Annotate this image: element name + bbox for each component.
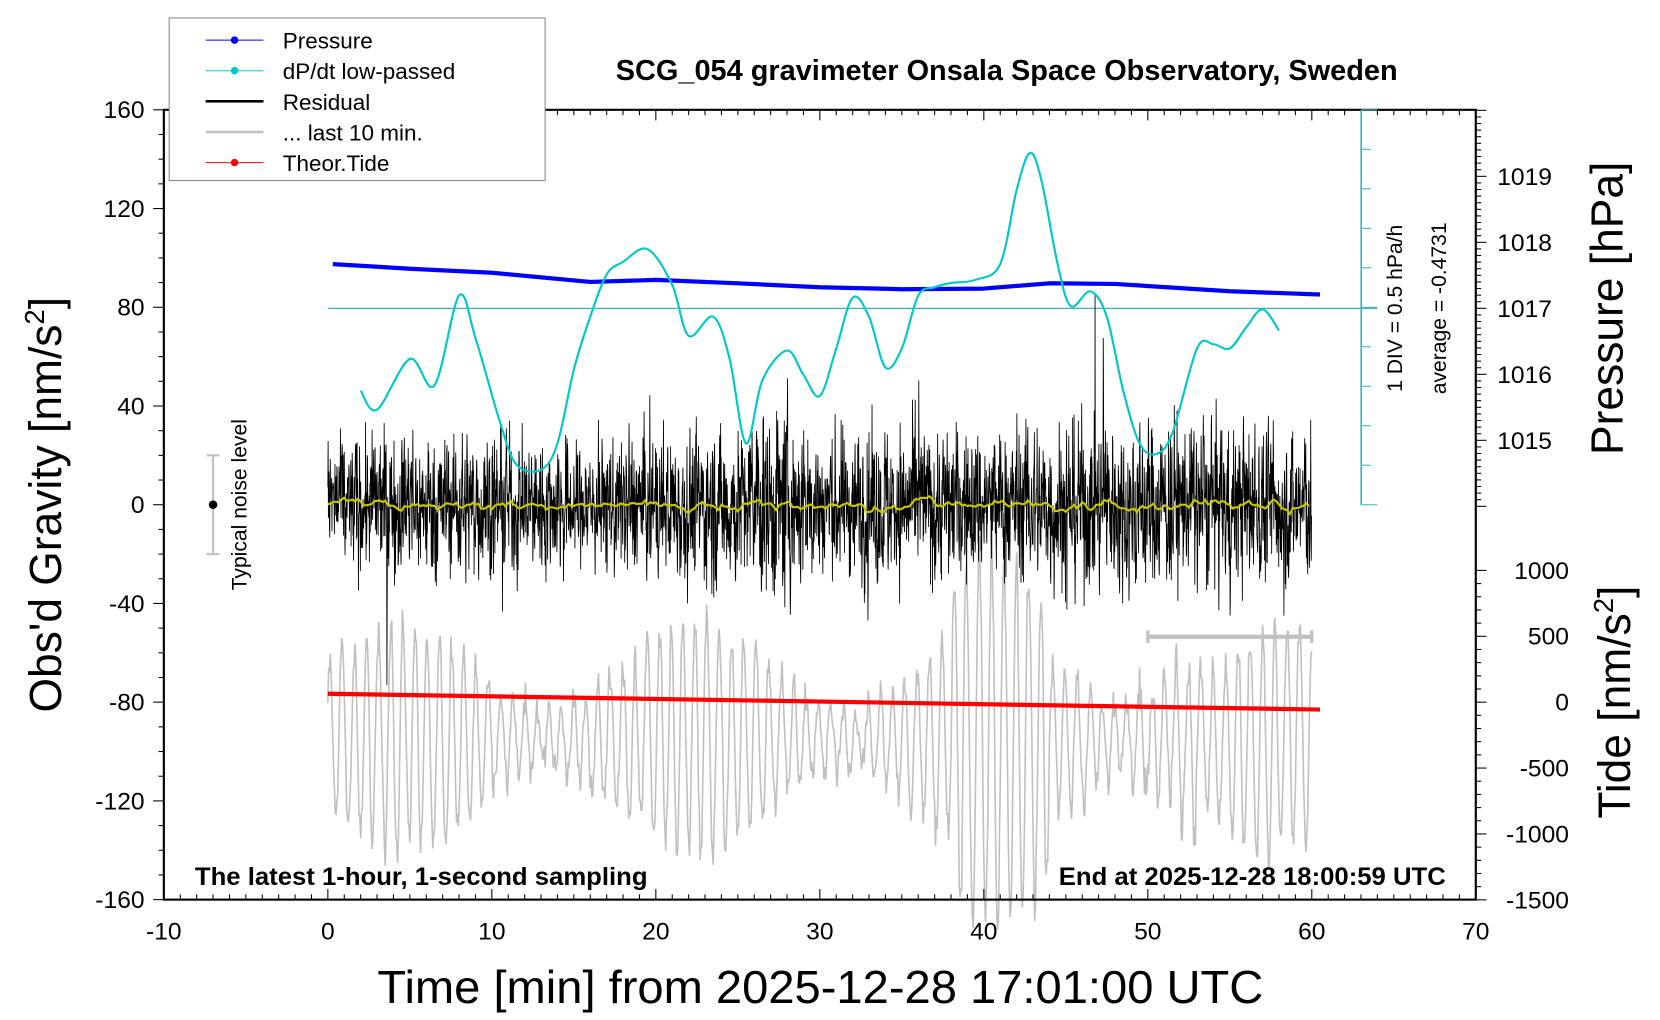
legend-label: ... last 10 min. (283, 121, 423, 146)
legend-label: Residual (283, 90, 371, 115)
x-tick-label: 50 (1134, 919, 1161, 946)
tide-tick-label: -1500 (1506, 887, 1569, 914)
legend-label: Pressure (283, 29, 373, 54)
theor-tide-line (327, 691, 1321, 712)
chart-title: SCG_054 gravimeter Onsala Space Observat… (616, 55, 1398, 87)
y-axis-left-label: Obs'd Gravity [nm/s2] (19, 297, 71, 713)
legend: Pressure dP/dt low-passed Residual ... last… (168, 17, 546, 182)
x-tick-label: 30 (806, 919, 833, 946)
y-left-tick-label: -40 (109, 591, 145, 618)
tide-tick-label: -500 (1520, 756, 1569, 783)
x-tick-label: 60 (1298, 919, 1325, 946)
annotation-sampling: The latest 1-hour, 1-second sampling (195, 863, 648, 891)
y-left-tick-label: 160 (104, 97, 145, 124)
legend-marker (230, 158, 239, 167)
x-tick-label: 70 (1462, 919, 1489, 946)
noise-level-dot (208, 500, 218, 509)
x-tick-label: 40 (970, 919, 997, 946)
y-left-tick-label: 0 (131, 492, 145, 519)
legend-box (168, 17, 546, 182)
y-left-tick-label: -120 (95, 788, 144, 815)
y-left-tick-label: 80 (117, 295, 144, 322)
legend-marker (230, 67, 239, 75)
div-label: 1 DIV = 0.5 hPa/h (1383, 225, 1407, 392)
y-axis-pressure-label: Pressure [hPa] (1583, 162, 1632, 455)
average-label: average = -0.4731 (1427, 222, 1451, 394)
pressure-tick-label: 1016 (1497, 362, 1552, 389)
tide-tick-label: 500 (1528, 624, 1569, 651)
y-axis-tide-label: Tide [nm/s2] (1588, 586, 1640, 819)
pressure-tick-label: 1019 (1497, 164, 1552, 191)
x-axis-label: Time [min] from 2025-12-28 17:01:00 UTC (377, 961, 1263, 1013)
pressure-tick-label: 1018 (1497, 230, 1552, 257)
legend-marker (230, 36, 239, 44)
x-tick-label: -10 (146, 919, 182, 946)
y-left-tick-label: -80 (109, 690, 145, 717)
x-tick-label: 20 (642, 919, 669, 946)
pressure-tick-label: 1017 (1497, 296, 1552, 323)
legend-label: dP/dt low-passed (283, 59, 455, 84)
tide-tick-label: 1000 (1514, 558, 1569, 585)
y-left-tick-label: 40 (117, 394, 144, 421)
y-left-tick-label: -160 (95, 887, 144, 914)
y-left-tick-label: 120 (104, 196, 145, 223)
pressure-tick-label: 1015 (1497, 428, 1552, 455)
residual-line (327, 294, 1312, 685)
residual-smoothed-line (327, 495, 1310, 517)
pressure-line (332, 261, 1321, 297)
noise-level-label: Typical noise level (227, 419, 251, 590)
x-tick-label: 0 (321, 919, 335, 946)
tide-tick-label: 0 (1555, 690, 1569, 717)
annotation-end-time: End at 2025-12-28 18:00:59 UTC (1059, 863, 1446, 891)
dpdt-line (359, 151, 1280, 473)
tide-tick-label: -1000 (1506, 822, 1569, 849)
last-10-min-line (327, 529, 1313, 930)
x-tick-label: 10 (478, 919, 505, 946)
legend-label: Theor.Tide (283, 151, 390, 176)
